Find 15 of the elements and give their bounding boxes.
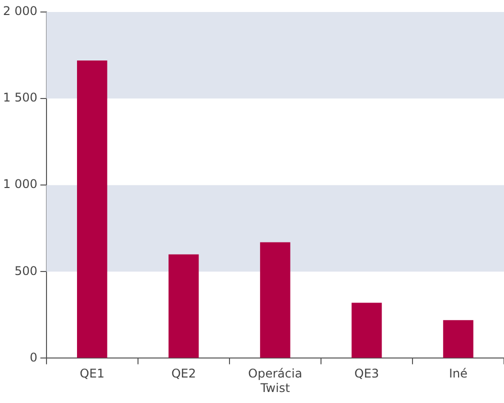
x-tick-label: Iné [448, 366, 468, 381]
y-tick-label: 2 000 [2, 4, 38, 18]
x-tick-label: QE3 [354, 366, 380, 381]
y-tick-label: 500 [14, 264, 38, 278]
y-tick-label: 1 000 [2, 177, 38, 192]
x-tick-label: Operácia Twist [248, 366, 302, 395]
bar [260, 242, 290, 358]
x-tick-label: QE2 [171, 366, 196, 381]
y-tick-label: 1 500 [2, 90, 38, 105]
bar [168, 254, 199, 358]
x-tick-label: QE1 [80, 366, 104, 381]
bar [443, 320, 474, 358]
bar [77, 60, 108, 358]
y-tick-label: 0 [30, 350, 38, 364]
bar [352, 302, 382, 358]
